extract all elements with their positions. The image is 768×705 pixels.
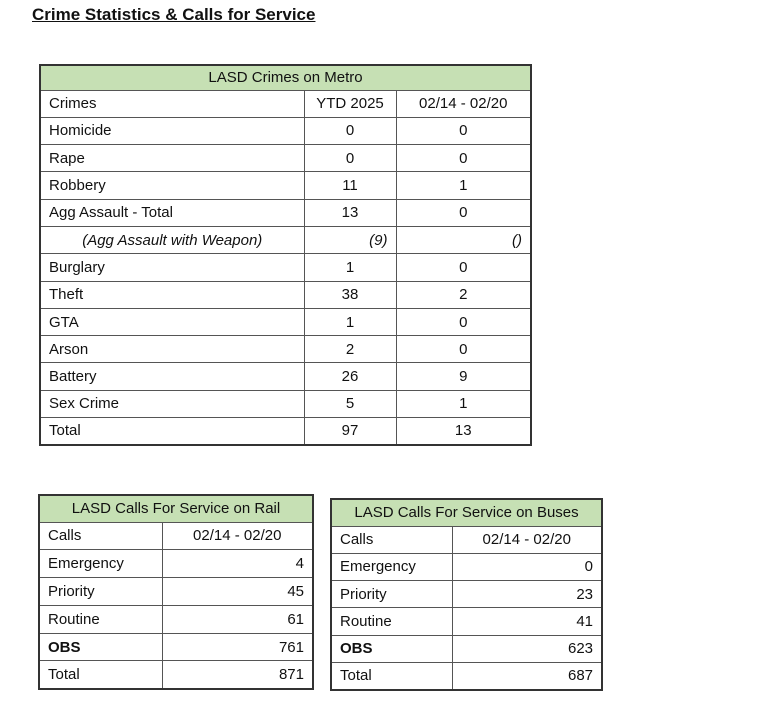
row-label: Emergency [330,552,453,582]
table-value: 1 [395,171,532,200]
table-value: 9 [395,362,532,391]
row-label: Total [38,660,163,690]
row-label: Agg Assault - Total [39,198,305,227]
table-value: 45 [161,577,314,606]
table-value: 0 [303,116,397,146]
table-value: 11 [303,171,397,200]
column-header: Calls [330,525,453,554]
table-value: (9) [303,225,397,255]
row-label: Theft [39,280,305,309]
table-row: Homicide 0 0 [39,116,532,146]
table-row: LASD Crimes on Metro [39,64,532,91]
table-row: Emergency 0 [330,552,603,582]
column-header: 02/14 - 02/20 [395,89,532,118]
table-value: 0 [395,198,532,227]
table-value: 61 [161,604,314,634]
row-label: OBS [38,632,163,662]
table-row: Calls 02/14 - 02/20 [330,525,603,554]
crimes-table: LASD Crimes on Metro Crimes YTD 2025 02/14 … [39,64,532,446]
column-header: YTD 2025 [303,89,397,118]
table-title: LASD Crimes on Metro [39,64,532,91]
table-row: Total 687 [330,661,603,691]
table-title: LASD Calls For Service on Rail [38,494,314,523]
row-label: Sex Crime [39,389,305,419]
table-row: Arson 2 0 [39,335,532,364]
table-value: 1 [303,253,397,282]
row-label: OBS [330,634,453,663]
column-header: 02/14 - 02/20 [161,521,314,551]
row-label: Rape [39,144,305,173]
table-value: 761 [161,632,314,662]
table-title: LASD Calls For Service on Buses [330,498,603,527]
table-row: GTA 1 0 [39,307,532,337]
rail-table: LASD Calls For Service on Rail Calls 02/14… [38,494,314,690]
table-value: 2 [303,335,397,364]
table-value: 687 [451,661,603,691]
table-row: Rape 0 0 [39,144,532,173]
column-header: 02/14 - 02/20 [451,525,603,554]
table-row: Agg Assault - Total 13 0 [39,198,532,227]
row-label: (Agg Assault with Weapon) [39,225,305,255]
table-value: 13 [395,417,532,446]
column-header: Calls [38,521,163,551]
table-value: 623 [451,634,603,663]
table-value: () [395,225,532,255]
table-value: 13 [303,198,397,227]
table-value: 0 [303,144,397,173]
row-label: Total [330,661,453,691]
row-label: GTA [39,307,305,337]
table-row: Routine 61 [38,604,314,634]
row-label: Total [39,417,305,446]
table-row: LASD Calls For Service on Rail [38,494,314,523]
table-row: Priority 23 [330,580,603,609]
table-row: Calls 02/14 - 02/20 [38,521,314,551]
table-value: 871 [161,660,314,690]
table-value: 0 [395,335,532,364]
table-value: 97 [303,417,397,446]
table-row: OBS 623 [330,634,603,663]
table-row: OBS 761 [38,632,314,662]
row-label: Homicide [39,116,305,146]
row-label: Priority [38,577,163,606]
table-value: 0 [395,307,532,337]
table-row: Total 97 13 [39,417,532,446]
table-row: LASD Calls For Service on Buses [330,498,603,527]
table-value: 41 [451,607,603,636]
table-row: Crimes YTD 2025 02/14 - 02/20 [39,89,532,118]
table-value: 0 [451,552,603,582]
table-row: Routine 41 [330,607,603,636]
row-label: Battery [39,362,305,391]
table-value: 1 [395,389,532,419]
table-value: 4 [161,549,314,579]
table-value: 0 [395,116,532,146]
bus-table: LASD Calls For Service on Buses Calls 02/1… [330,498,604,691]
table-row: Sex Crime 5 1 [39,389,532,419]
table-value: 2 [395,280,532,309]
row-label: Routine [330,607,453,636]
table-row: Total 871 [38,660,314,690]
page-title: Crime Statistics & Calls for Service [32,5,316,24]
table-value: 1 [303,307,397,337]
table-row: Burglary 1 0 [39,253,532,282]
table-value: 26 [303,362,397,391]
table-row: Battery 26 9 [39,362,532,391]
table-value: 0 [395,144,532,173]
row-label: Burglary [39,253,305,282]
table-row: Priority 45 [38,577,314,606]
table-row: Robbery 11 1 [39,171,532,200]
row-label: Priority [330,580,453,609]
table-value: 5 [303,389,397,419]
table-row: (Agg Assault with Weapon) (9)() [39,225,532,255]
table-value: 0 [395,253,532,282]
column-header: Crimes [39,89,305,118]
table-row: Theft 38 2 [39,280,532,309]
table-value: 38 [303,280,397,309]
row-label: Robbery [39,171,305,200]
row-label: Emergency [38,549,163,579]
row-label: Routine [38,604,163,634]
table-value: 23 [451,580,603,609]
table-row: Emergency 4 [38,549,314,579]
row-label: Arson [39,335,305,364]
